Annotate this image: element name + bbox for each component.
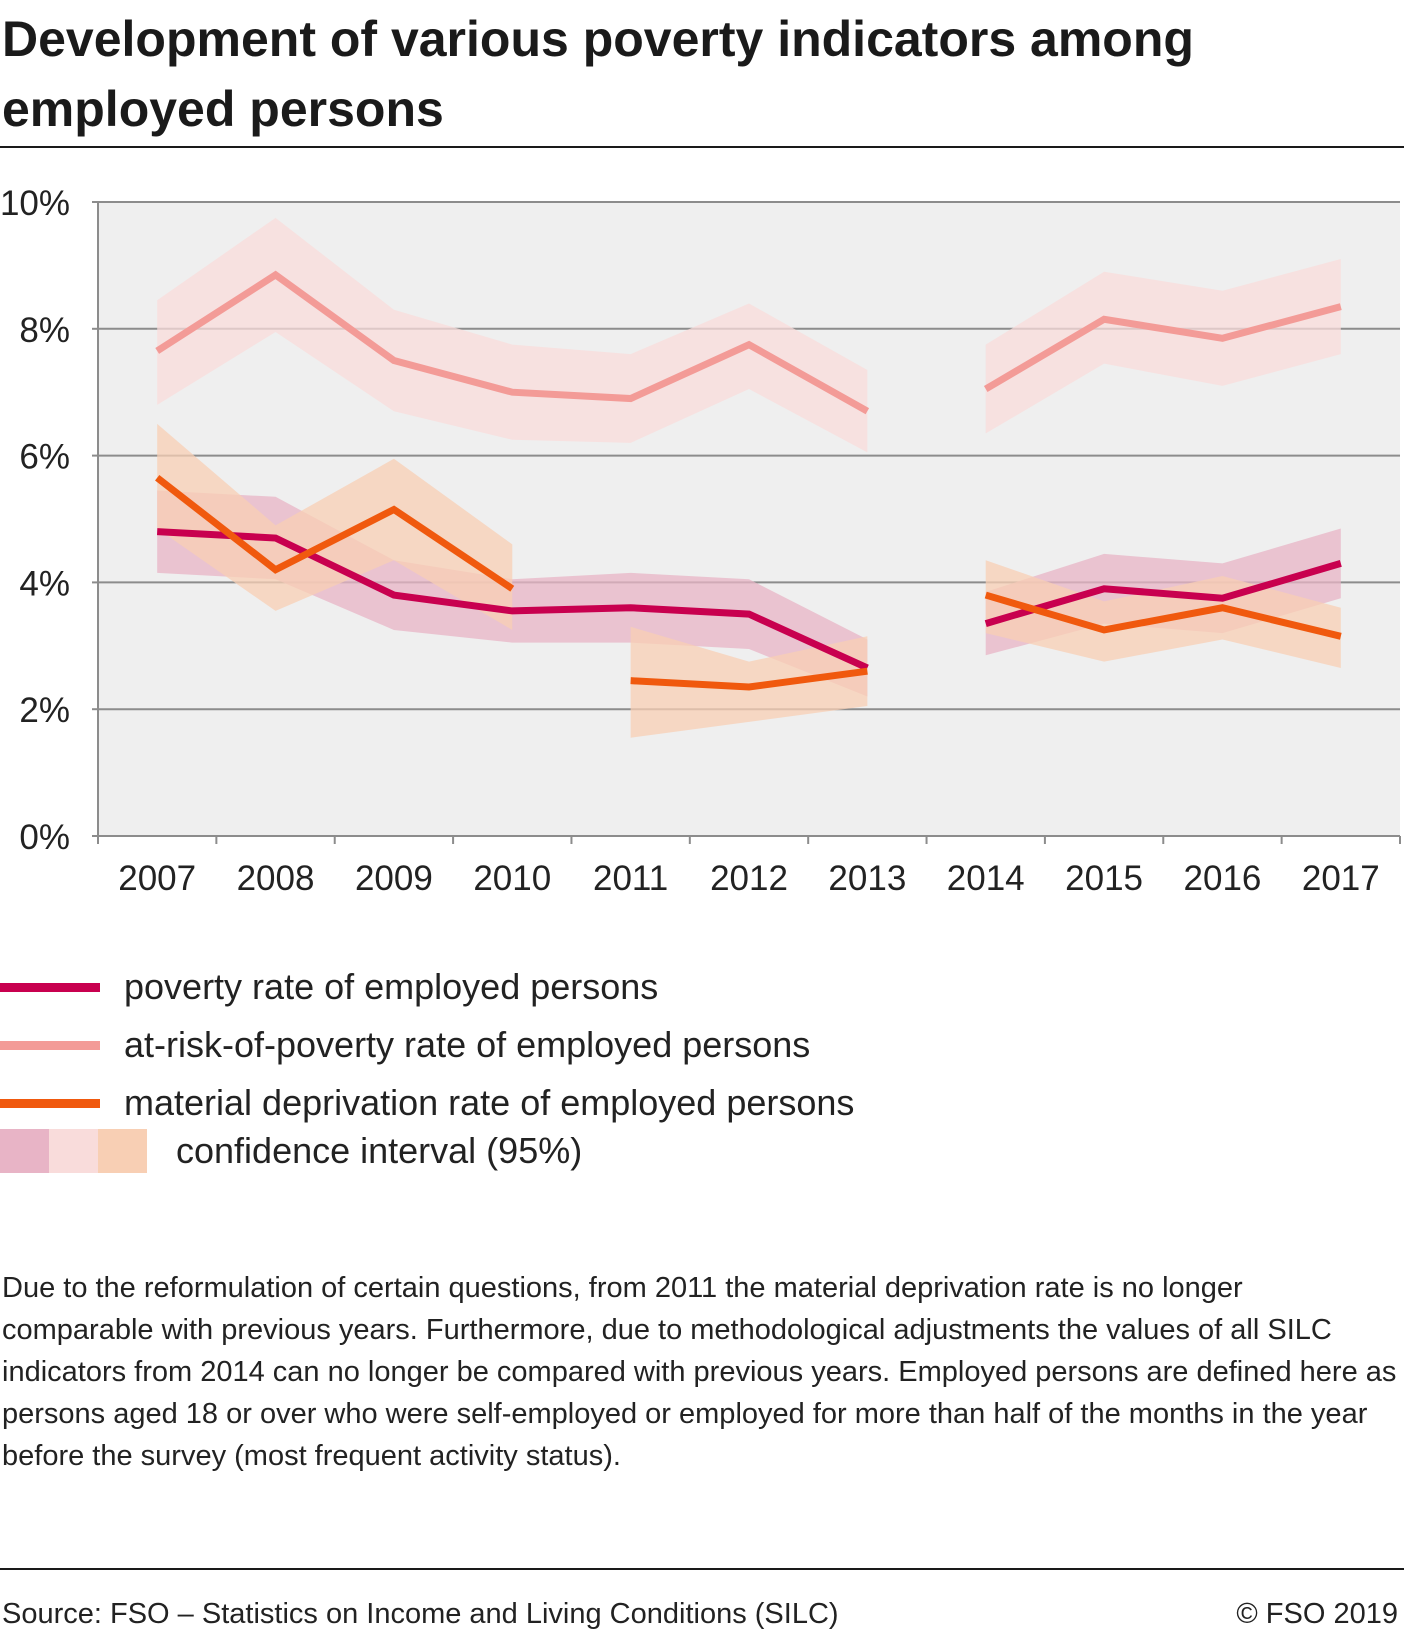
x-tick-label-2010: 2010	[473, 859, 551, 898]
x-tick-label-2009: 2009	[355, 859, 433, 898]
line-series-2-segment-1	[630, 667, 868, 691]
legend-line-material-deprivation-rate	[0, 1099, 100, 1108]
y-tick-label-4: 8%	[19, 311, 70, 350]
ci-band-series-1-segment-0	[157, 217, 868, 453]
x-tick-label-2015: 2015	[1065, 859, 1143, 898]
ci-band-series-1-segment-1	[985, 259, 1341, 434]
footer-rule	[0, 1568, 1404, 1570]
ci-swatch-material-deprivation-rate	[98, 1129, 147, 1173]
legend-label-confidence-interval: confidence interval (95%)	[176, 1130, 583, 1171]
y-axis-ticks: 0% 2% 4% 6% 8% 10%	[0, 184, 98, 857]
x-tick-label-2012: 2012	[710, 859, 788, 898]
legend-item-material-deprivation-rate: material deprivation rate of employed pe…	[0, 1081, 1100, 1125]
x-axis-ticks: 2007 2008 2009 2010 2011 2012 2013 2014 2015 2016…	[97, 836, 1401, 898]
y-tick-label-0: 0%	[19, 818, 70, 857]
line-series-2-segment-0	[155, 475, 515, 592]
legend-item-confidence-interval: confidence interval (95%)	[0, 1129, 1100, 1173]
ci-band-series-2-segment-0	[157, 423, 513, 630]
line-series-0-segment-1	[984, 560, 1342, 627]
x-tick-label-2007: 2007	[118, 859, 196, 898]
line-series-0-segment-0	[156, 528, 869, 672]
ci-band-series-2-segment-1	[630, 626, 868, 738]
legend-line-at-risk-of-poverty-rate	[0, 1041, 100, 1050]
chart-title: Development of various poverty indicator…	[2, 11, 1194, 137]
legend-label-poverty-rate: poverty rate of employed persons	[124, 966, 659, 1007]
legend-item-poverty-rate: poverty rate of employed persons	[0, 965, 1100, 1009]
source-text: Source: FSO – Statistics on Income and L…	[2, 1598, 839, 1630]
x-tick-label-2008: 2008	[237, 859, 315, 898]
line-series-1-segment-1	[983, 303, 1342, 393]
line-series-1-segment-0	[155, 270, 870, 415]
y-tick-label-3: 6%	[19, 438, 70, 477]
line-chart: 0%2%4%6%8%10% 2007 2008 2009 2010 2011 2012 20…	[0, 184, 1401, 898]
ci-swatch-at-risk-of-poverty-rate	[49, 1129, 98, 1173]
y-tick-label-1: 2%	[19, 691, 70, 730]
line-series-2-segment-2	[984, 591, 1342, 640]
copyright-text: © FSO 2019	[1236, 1598, 1398, 1630]
legend-label-at-risk-of-poverty-rate: at-risk-of-poverty rate of employed pers…	[124, 1024, 811, 1065]
x-tick-label-2017: 2017	[1302, 859, 1380, 898]
legend-label-material-deprivation-rate: material deprivation rate of employed pe…	[124, 1082, 855, 1123]
series-lines	[155, 270, 1342, 691]
ci-swatch-poverty-rate	[0, 1129, 49, 1173]
footnote: Due to the reformulation of certain ques…	[2, 1272, 1397, 1472]
y-tick-label-2: 4%	[19, 564, 70, 603]
x-tick-label-2016: 2016	[1184, 859, 1262, 898]
legend-item-at-risk-of-poverty-rate: at-risk-of-poverty rate of employed pers…	[0, 1023, 1100, 1067]
title-rule	[0, 146, 1404, 148]
x-tick-label-2013: 2013	[828, 859, 906, 898]
x-tick-label-2011: 2011	[593, 859, 668, 898]
legend-line-poverty-rate	[0, 983, 100, 992]
x-tick-label-2014: 2014	[947, 859, 1025, 898]
y-tick-label-5: 10%	[0, 184, 70, 223]
